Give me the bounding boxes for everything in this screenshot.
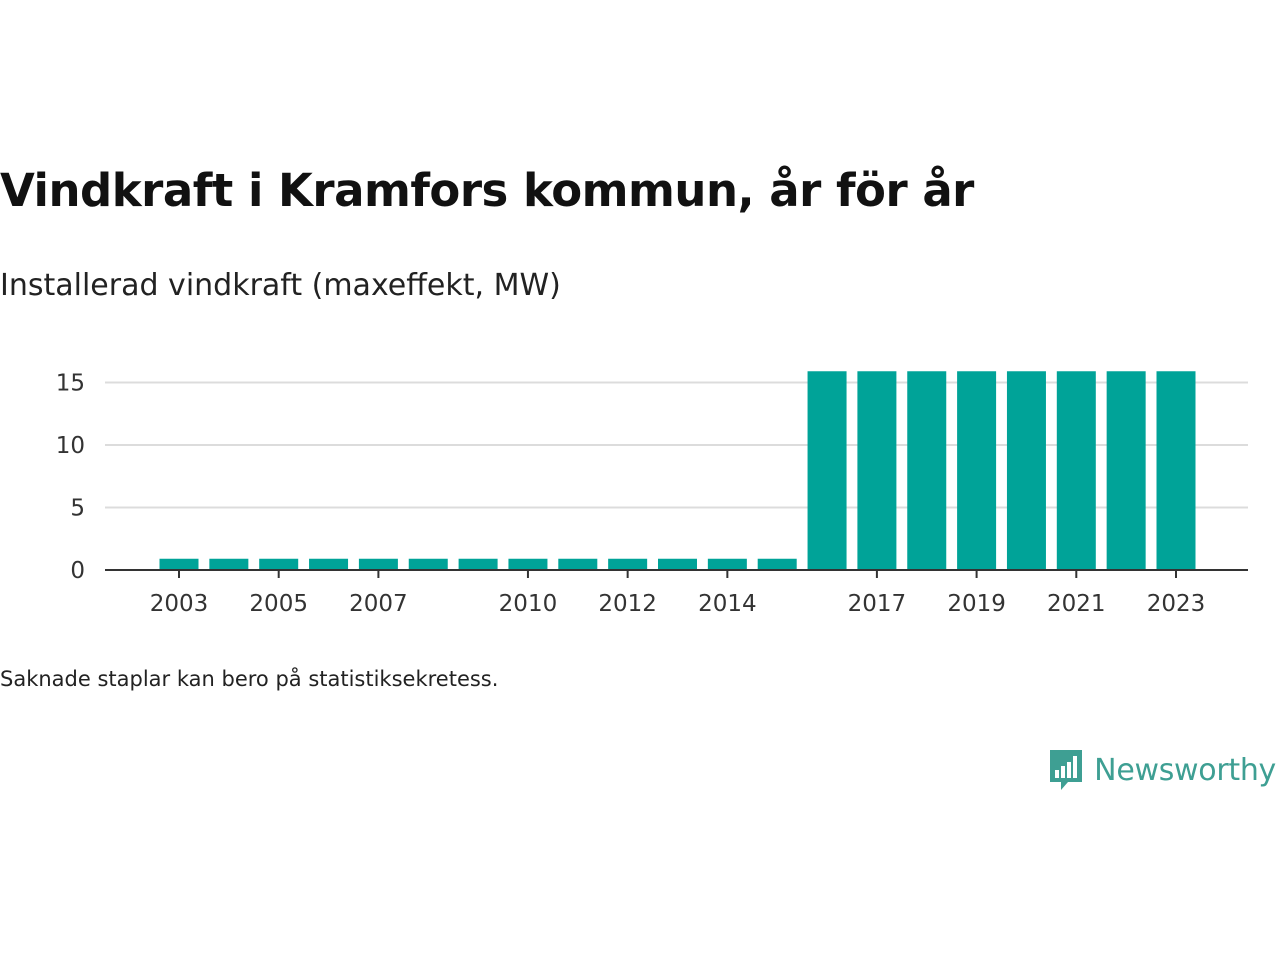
newsworthy-bar-chart-icon [1050,750,1083,790]
y-tick-label: 0 [70,558,85,584]
x-tick-label: 2012 [598,591,657,617]
bar-2017 [857,371,897,570]
bar-2015 [757,558,797,570]
bar-2009 [458,558,498,570]
bar-2008 [408,558,448,570]
bar-2018 [907,371,947,570]
bar-2010 [508,558,548,570]
x-tick-label: 2019 [947,591,1006,617]
bar-2023 [1156,371,1196,570]
y-tick-label: 10 [56,433,85,459]
x-tick-label: 2005 [249,591,308,617]
bar-2013 [658,558,697,570]
bar-2020 [1006,371,1046,570]
chart-subtitle: Installerad vindkraft (maxeffekt, MW) [0,268,561,303]
bar-2005 [259,558,299,570]
x-axis-labels: 2003 2005 2007 2010 2012 2014 2017 2019 2021 2023 [150,591,1206,617]
x-tick-label: 2021 [1047,591,1106,617]
x-tick-label: 2023 [1147,591,1206,617]
x-tick-label: 2010 [499,591,558,617]
bar-2016 [807,371,847,570]
x-tick-label: 2007 [349,591,408,617]
newsworthy-logo: Newsworthy [1048,748,1276,792]
bar-2004 [209,558,249,570]
bar-2012 [608,558,648,570]
logo-text: Newsworthy [1094,752,1276,788]
chart-title: Vindkraft i Kramfors kommun, år för år [0,164,974,217]
bar-2003 [159,558,199,570]
x-tick-label: 2014 [698,591,757,617]
x-axis-ticks [178,570,1177,578]
bar-2006 [309,558,349,570]
bar-2011 [558,558,598,570]
x-tick-label: 2003 [150,591,209,617]
bar-2022 [1106,371,1146,570]
bar-2019 [957,371,997,570]
bars [159,371,1196,570]
y-tick-label: 5 [70,496,85,522]
bar-2007 [358,558,398,570]
y-tick-label: 15 [56,371,85,397]
footnote: Saknade staplar kan bero på statistiksek… [0,667,499,691]
x-tick-label: 2017 [848,591,907,617]
y-axis-labels: 0 5 10 15 [56,371,85,585]
bar-2021 [1056,371,1096,570]
bar-2014 [707,558,747,570]
